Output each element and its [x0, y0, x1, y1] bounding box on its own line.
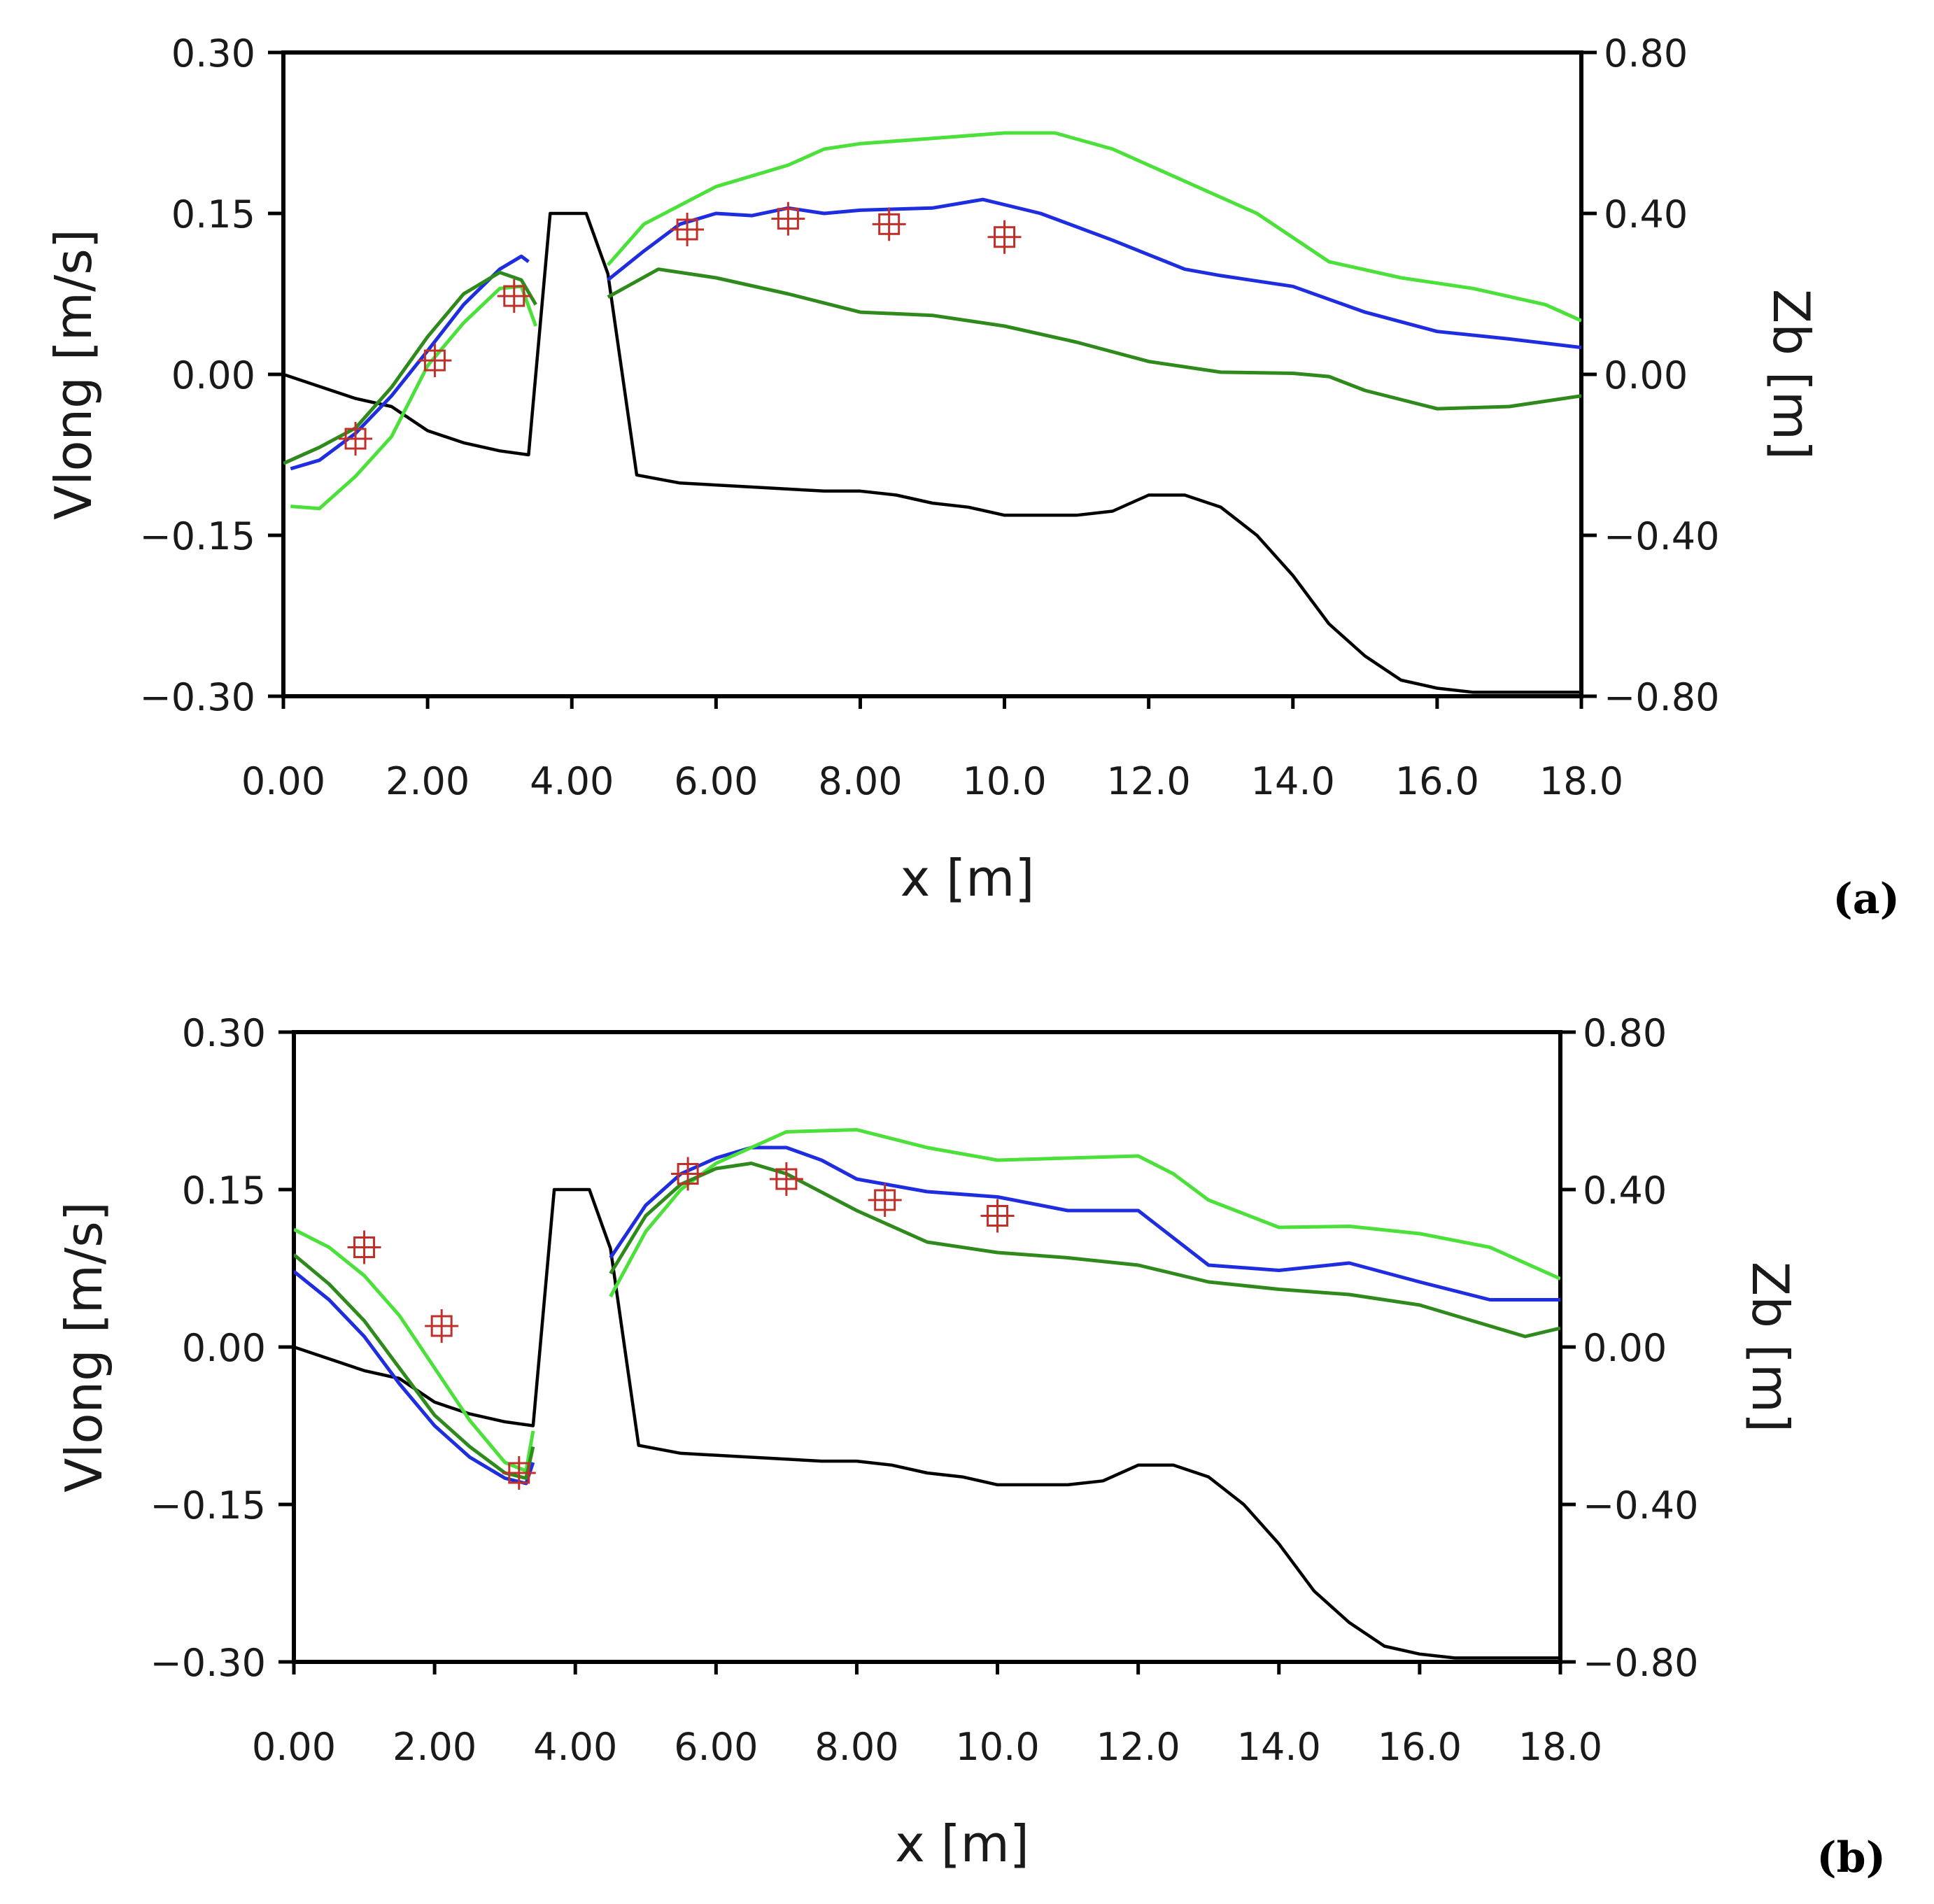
y2-axis-title: Zb [m]	[1741, 1262, 1800, 1432]
series-line-light-green	[294, 1128, 1560, 1473]
x-tick-label: 14.0	[1251, 759, 1335, 803]
y-tick-label: 0.00	[182, 1326, 266, 1370]
measurement-point	[347, 1230, 381, 1264]
y2-tick-label: −0.80	[1604, 675, 1719, 719]
x-tick-label: 4.00	[530, 759, 614, 803]
y2-tick-label: 0.80	[1583, 1011, 1667, 1055]
x-axis-title: x [m]	[901, 849, 1035, 908]
measurement-point	[670, 213, 705, 246]
x-tick-label: 8.00	[818, 759, 902, 803]
measurement-point	[425, 1309, 459, 1343]
measurement-point	[769, 1162, 803, 1196]
y-tick-label: −0.15	[150, 1483, 266, 1528]
measurement-point	[339, 422, 373, 456]
measurement-point	[497, 279, 531, 313]
x-tick-label: 2.00	[393, 1725, 477, 1769]
y-tick-label: −0.15	[140, 514, 255, 558]
plot-area	[283, 131, 1581, 694]
x-tick-label: 18.0	[1518, 1725, 1602, 1769]
x-tick-label: 10.0	[955, 1725, 1039, 1769]
y2-tick-label: 0.40	[1604, 192, 1688, 237]
x-tick-label: 6.00	[674, 759, 758, 803]
y-tick-label: 0.30	[171, 31, 255, 76]
y2-tick-label: 0.80	[1604, 31, 1688, 76]
plot-frame	[292, 1030, 1562, 1664]
measurement-point	[980, 1199, 1015, 1233]
y2-tick-label: −0.80	[1583, 1641, 1698, 1685]
measurement-point	[671, 1157, 705, 1191]
measurement-point	[872, 207, 906, 241]
plot-frame	[281, 50, 1583, 698]
y2-tick-label: −0.40	[1583, 1483, 1698, 1528]
x-tick-label: 12.0	[1096, 1725, 1180, 1769]
x-tick-label: 8.00	[814, 1725, 898, 1769]
y2-tick-label: 0.40	[1583, 1169, 1667, 1213]
x-tick-label: 10.0	[962, 759, 1046, 803]
x-tick-label: 4.00	[533, 1725, 617, 1769]
y-tick-label: −0.30	[140, 675, 255, 719]
series-line-blue	[294, 1145, 1560, 1486]
y2-tick-label: 0.00	[1604, 353, 1688, 397]
series-line-zb-bed	[283, 211, 1581, 694]
series-line-dark-green	[294, 1162, 1560, 1480]
x-tick-label: 0.00	[252, 1725, 336, 1769]
x-axis-title: x [m]	[895, 1814, 1029, 1873]
chart-panel-a: 0.00 2.00 4.00 6.00 8.00 10.0 12.0 14.0 16.0 18.0…	[44, 31, 1900, 924]
y-tick-label: 0.15	[171, 192, 255, 237]
series-line-light-green	[290, 131, 1581, 511]
chart-panel-b: 0.00 2.00 4.00 6.00 8.00 10.0 12.0 14.0 16.0 18.0…	[55, 1011, 1886, 1882]
y2-axis-title: Zb [m]	[1762, 289, 1821, 460]
series-line-zb-bed	[294, 1187, 1560, 1660]
x-tick-label: 16.0	[1378, 1725, 1462, 1769]
x-tick-label: 12.0	[1107, 759, 1191, 803]
measurement-point	[868, 1183, 902, 1217]
series-line-dark-green	[283, 267, 1581, 465]
measurement-point	[418, 344, 452, 378]
y-axis-title: Vlong [m/s]	[55, 1201, 113, 1493]
y2-tick-label: 0.00	[1583, 1326, 1667, 1370]
x-tick-label: 16.0	[1395, 759, 1479, 803]
measurement-point	[987, 220, 1022, 254]
y-tick-label: 0.00	[171, 353, 255, 397]
x-tick-label: 0.00	[241, 759, 325, 803]
measurement-point	[771, 202, 805, 236]
y-tick-label: 0.15	[182, 1169, 266, 1213]
y-tick-label: −0.30	[150, 1641, 266, 1685]
y2-tick-label: −0.40	[1604, 514, 1719, 558]
x-tick-label: 2.00	[386, 759, 470, 803]
measurement-point	[502, 1456, 536, 1490]
plot-area	[294, 1128, 1560, 1660]
panel-label: (a)	[1833, 875, 1900, 924]
x-tick-label: 14.0	[1237, 1725, 1321, 1769]
x-tick-label: 6.00	[674, 1725, 758, 1769]
x-tick-label: 18.0	[1539, 759, 1623, 803]
panel-label: (b)	[1816, 1833, 1886, 1882]
series-line-blue	[290, 197, 1581, 471]
y-axis-title: Vlong [m/s]	[44, 229, 103, 520]
y-tick-label: 0.30	[182, 1011, 266, 1055]
